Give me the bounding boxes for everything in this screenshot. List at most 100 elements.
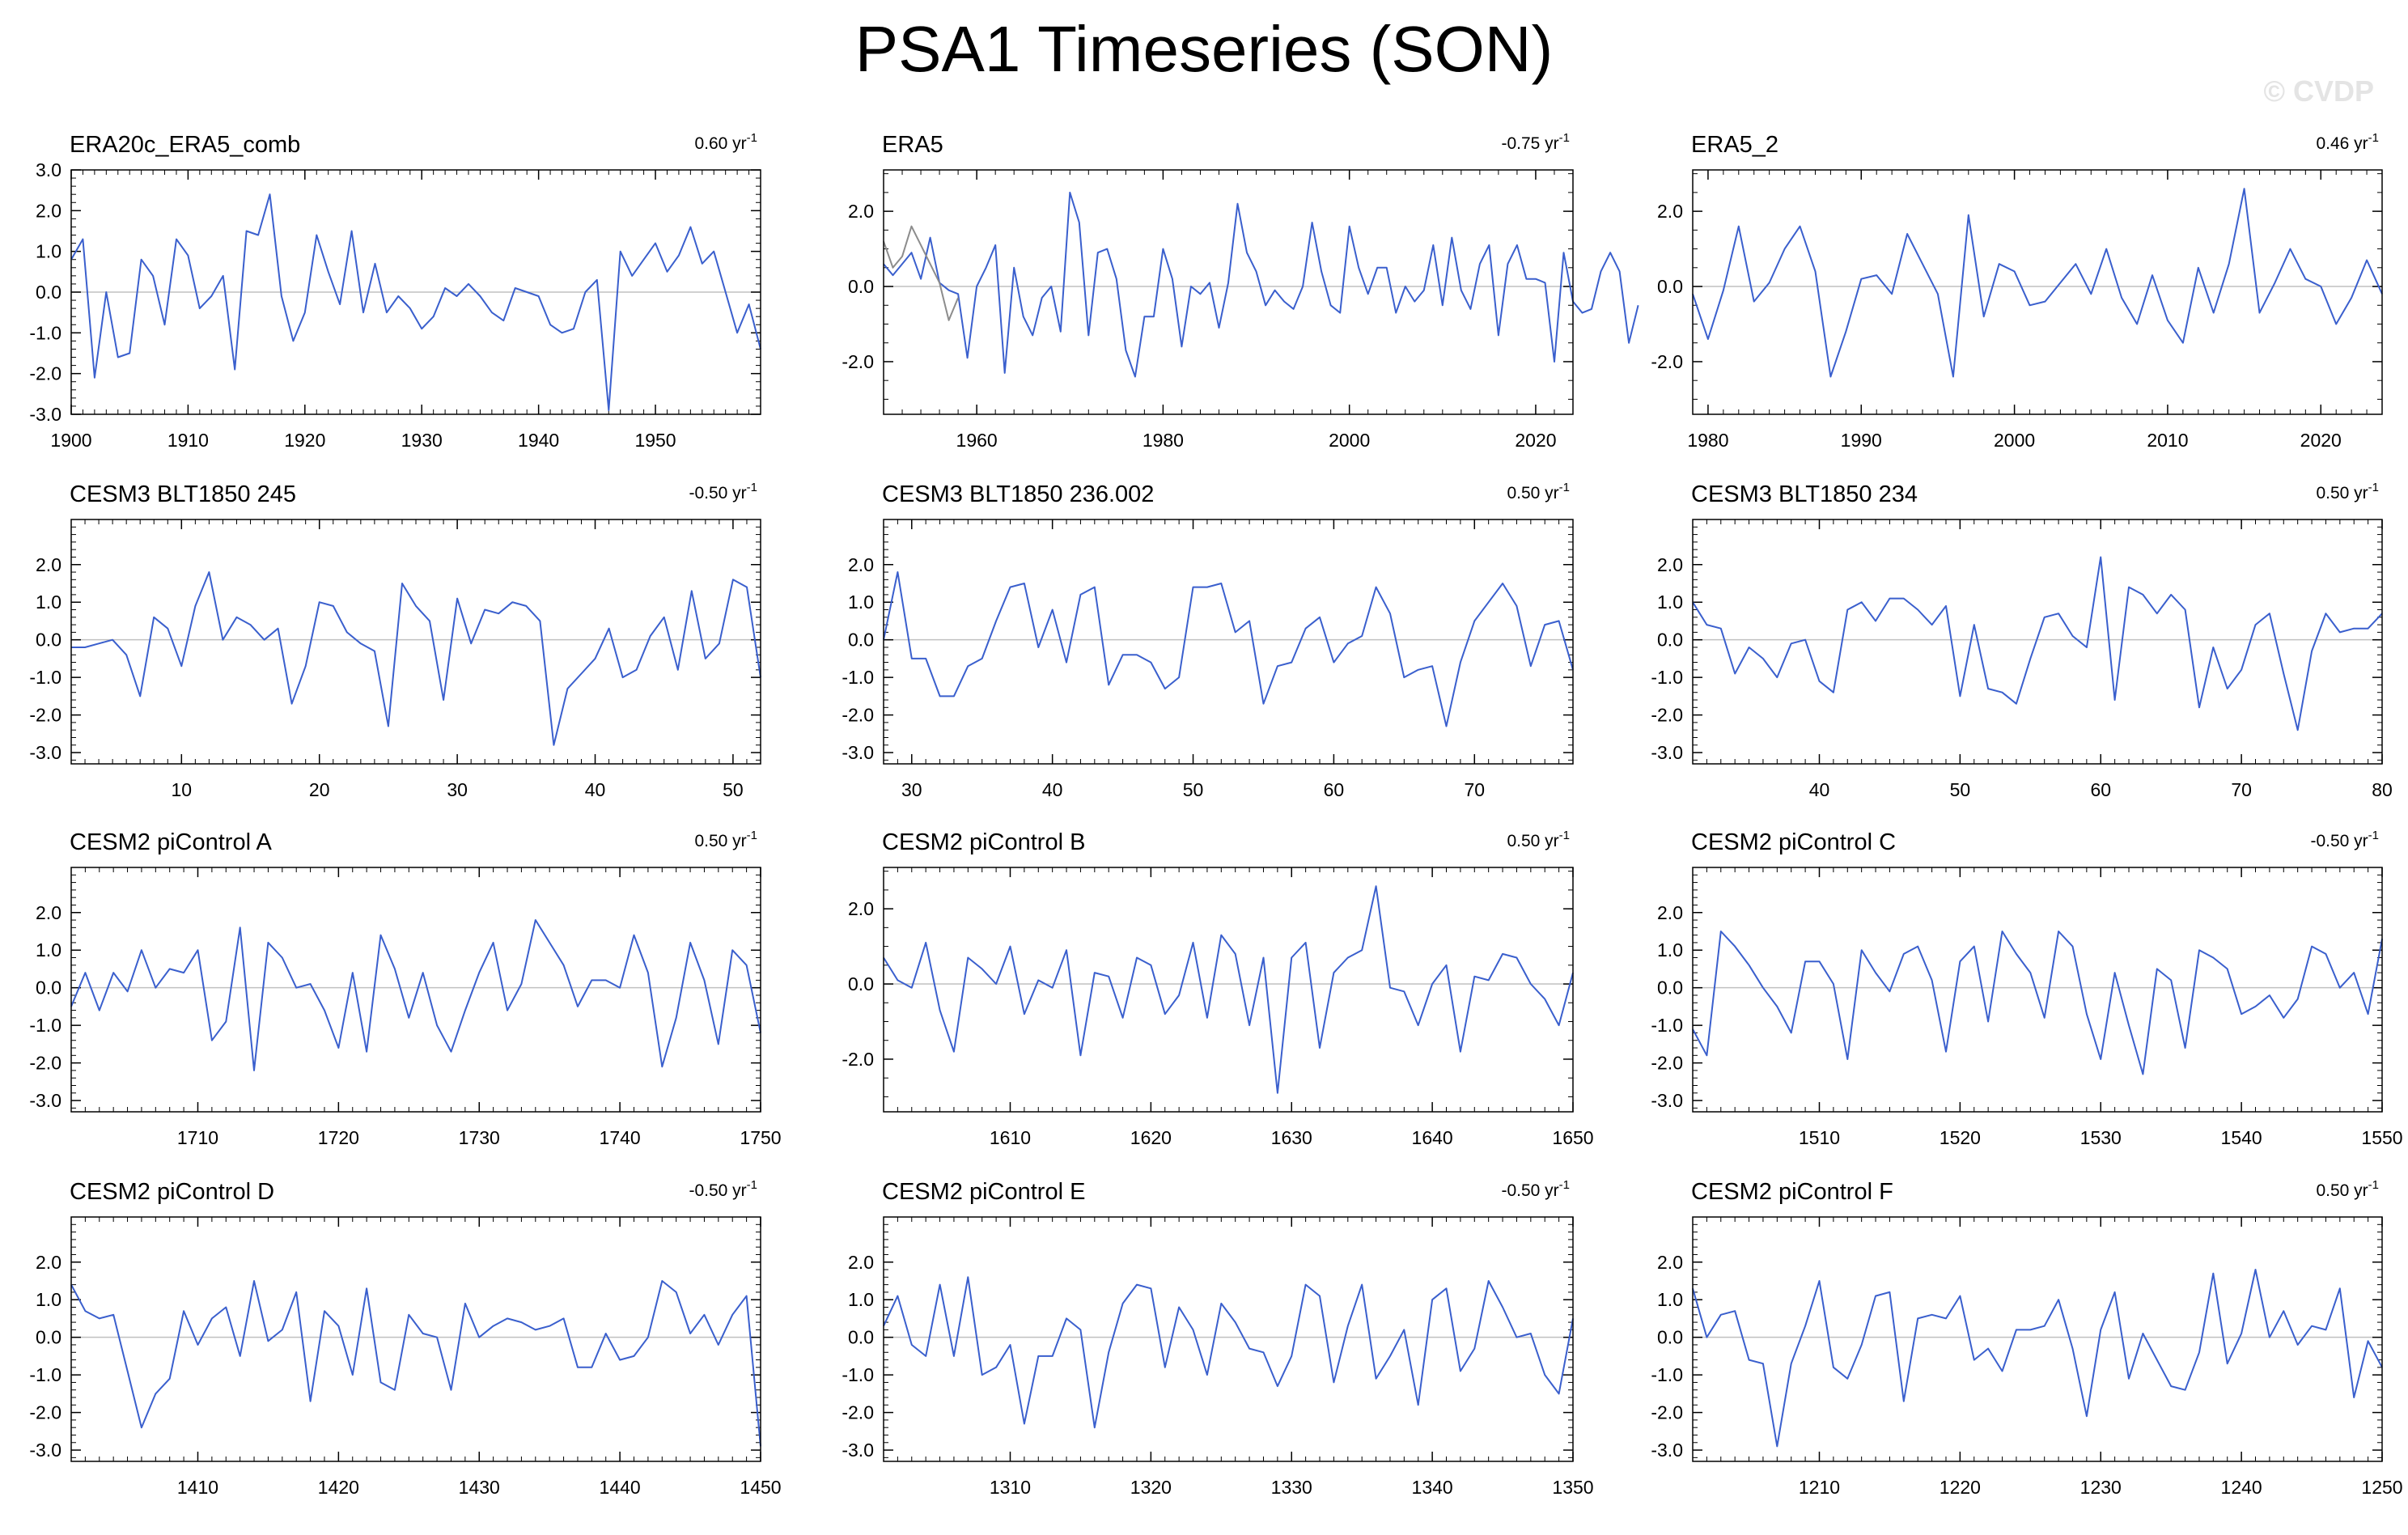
x-tick-label: 1750 [740, 1127, 781, 1148]
x-tick-label: 1350 [1552, 1477, 1593, 1498]
y-tick-label: -1.0 [29, 1364, 61, 1385]
y-tick-label: -3.0 [29, 1090, 61, 1111]
x-tick-label: 2000 [1994, 430, 2035, 451]
panel-7: CESM2 piControl A 0.50 yr-1 2.0 1.0 0.0 -1.0 -… [29, 829, 781, 1148]
x-tick-label: 1530 [2080, 1127, 2122, 1148]
x-tick-label: 2000 [1329, 430, 1370, 451]
y-tick-label: 1.0 [36, 1289, 61, 1310]
panel-12: CESM2 piControl F 0.50 yr-1 2.0 1.0 0.0 -1.0 -… [1651, 1178, 2402, 1498]
trend-label: -0.50 yr-1 [1501, 1178, 1570, 1200]
panel-5: CESM3 BLT1850 236.002 0.50 yr-1 2.0 1.0 0.0 -… [842, 481, 1574, 800]
x-tick-label: 1520 [1940, 1127, 1981, 1148]
y-tick-label: -2.0 [842, 705, 874, 726]
x-tick-label: 70 [1464, 779, 1485, 800]
x-tick-label: 1630 [1271, 1127, 1312, 1148]
x-tick-label: 40 [585, 779, 606, 800]
x-tick-label: 1440 [600, 1477, 641, 1498]
plot-frame [883, 519, 1574, 765]
y-tick-label: 1.0 [848, 1289, 874, 1310]
series-line [883, 571, 1574, 727]
y-tick-label: -2.0 [842, 1049, 874, 1070]
panel-title: CESM2 piControl A [70, 829, 272, 855]
x-tick-label: 1310 [990, 1477, 1031, 1498]
plot-frame [883, 1216, 1574, 1462]
series-line [883, 191, 1639, 378]
y-tick-label: -2.0 [29, 705, 61, 726]
y-tick-label: 2.0 [848, 1252, 874, 1273]
y-tick-label: 0.0 [1657, 276, 1683, 297]
y-tick-label: -3.0 [842, 742, 874, 763]
y-tick-label: 2.0 [36, 1252, 61, 1273]
cvdp-watermark: © CVDP [2263, 74, 2374, 108]
x-tick-label: 1940 [518, 430, 559, 451]
y-tick-label: -1.0 [842, 667, 874, 688]
y-tick-label: 2.0 [36, 902, 61, 923]
series-line [70, 1280, 761, 1447]
y-tick-label: 0.0 [848, 1327, 874, 1348]
x-tick-label: 1920 [284, 430, 325, 451]
x-tick-label: 1740 [600, 1127, 641, 1148]
trend-label: 0.50 yr-1 [694, 829, 757, 850]
x-tick-label: 1550 [2361, 1127, 2402, 1148]
trend-label: -0.50 yr-1 [689, 1178, 757, 1200]
y-tick-label: 0.0 [848, 630, 874, 651]
x-tick-label: 40 [1042, 779, 1063, 800]
y-tick-label: 1.0 [848, 592, 874, 613]
panel-title: CESM2 piControl F [1691, 1179, 1893, 1205]
x-tick-label: 1610 [990, 1127, 1031, 1148]
plot-frame [1692, 1216, 2383, 1462]
panel-title: CESM2 piControl E [882, 1179, 1085, 1205]
y-tick-label: 0.0 [848, 276, 874, 297]
y-tick-label: -2.0 [1651, 705, 1683, 726]
series-line [1692, 1269, 2383, 1448]
x-tick-label: 1980 [1143, 430, 1184, 451]
panel-8: CESM2 piControl B 0.50 yr-1 2.0 0.0 -2.0 1610… [842, 829, 1593, 1148]
y-tick-label: -2.0 [1651, 1053, 1683, 1074]
y-tick-label: -1.0 [1651, 1364, 1683, 1385]
y-tick-label: -2.0 [29, 363, 61, 384]
y-tick-label: 0.0 [36, 977, 61, 999]
trend-label: 0.46 yr-1 [2316, 131, 2379, 153]
y-tick-label: -2.0 [29, 1402, 61, 1423]
x-tick-label: 1220 [1940, 1477, 1981, 1498]
x-tick-label: 1950 [634, 430, 676, 451]
series-line [1692, 556, 2383, 731]
x-tick-label: 2010 [2147, 430, 2188, 451]
x-tick-label: 40 [1809, 779, 1830, 800]
overlap-series-line [883, 225, 960, 321]
x-tick-label: 1230 [2080, 1477, 2122, 1498]
trend-label: -0.50 yr-1 [689, 481, 757, 502]
panel-title: CESM2 piControl D [70, 1179, 274, 1205]
page-title: PSA1 Timeseries (SON) [854, 13, 1554, 85]
panel-3: ERA5_2 0.46 yr-1 2.0 0.0 -2.0 1980 1990 2000 201… [1651, 131, 2383, 451]
x-tick-label: 1330 [1271, 1477, 1312, 1498]
trend-label: 0.60 yr-1 [694, 131, 757, 153]
y-tick-label: 0.0 [1657, 1327, 1683, 1348]
panel-9: CESM2 piControl C -0.50 yr-1 2.0 1.0 0.0 -1.0… [1651, 829, 2402, 1148]
x-tick-label: 1960 [956, 430, 998, 451]
x-tick-label: 1930 [401, 430, 443, 451]
y-tick-label: 1.0 [36, 939, 61, 960]
series-line [70, 919, 761, 1071]
x-tick-label: 1910 [167, 430, 209, 451]
x-tick-label: 1640 [1412, 1127, 1453, 1148]
x-tick-label: 1620 [1130, 1127, 1172, 1148]
x-tick-label: 1320 [1130, 1477, 1172, 1498]
x-tick-label: 70 [2231, 779, 2252, 800]
x-tick-label: 1430 [459, 1477, 500, 1498]
y-tick-label: -3.0 [1651, 742, 1683, 763]
y-tick-label: 0.0 [848, 973, 874, 994]
series-line [70, 193, 761, 411]
y-tick-label: -3.0 [1651, 1440, 1683, 1461]
y-tick-label: -1.0 [842, 1364, 874, 1385]
panel-title: CESM2 piControl C [1691, 829, 1896, 855]
plot-frame [70, 1216, 761, 1462]
panel-1: ERA20c_ERA5_comb 0.60 yr-1 3.0 2.0 1.0 0.0 -1.… [29, 131, 761, 451]
x-tick-label: 1730 [459, 1127, 500, 1148]
y-tick-label: -3.0 [842, 1440, 874, 1461]
x-tick-label: 10 [172, 779, 193, 800]
trend-label: -0.75 yr-1 [1501, 131, 1570, 153]
y-tick-label: -3.0 [29, 1440, 61, 1461]
x-tick-label: 2020 [1515, 430, 1556, 451]
